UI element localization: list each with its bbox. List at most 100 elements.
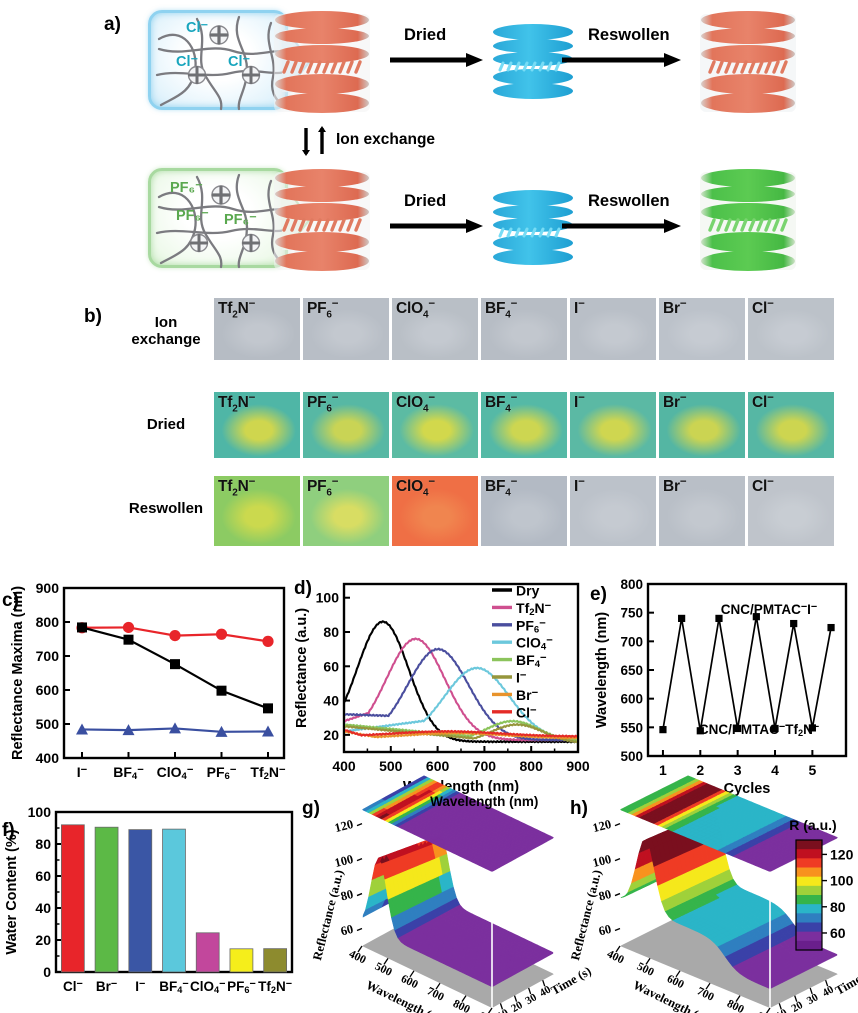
svg-text:Cl−: Cl− [63, 978, 83, 994]
photo-cell: PF6− [303, 392, 389, 458]
photo-cell: Tf2N− [214, 476, 300, 546]
photo-cell-ion-tag: Cl− [752, 476, 774, 496]
arrow-label-reswollen-top: Reswollen [588, 26, 670, 44]
svg-text:0: 0 [43, 964, 51, 980]
photo-cell: Cl− [748, 476, 834, 546]
photo-cell: Br− [659, 476, 745, 546]
svg-text:40: 40 [323, 693, 339, 709]
photo-cell-ion-tag: ClO4− [396, 392, 435, 415]
svg-text:120: 120 [591, 817, 613, 835]
svg-text:120: 120 [830, 846, 854, 862]
svg-text:BF4−: BF4− [516, 652, 547, 671]
panel-g-surface-plot: g) 60 80 100 120 Reflectance (a.u.) 400 500 600… [300, 775, 594, 1013]
chart-g: 60 80 100 120 Reflectance (a.u.) 400 500 600 700… [310, 775, 594, 1013]
svg-text:120: 120 [333, 817, 355, 835]
photo-cell-ion-tag: PF6− [307, 298, 339, 321]
chart-e: 500 550 600 650 700 750 800 1 2 3 4 5 Cycles Waveleng… [594, 577, 848, 797]
svg-text:80: 80 [35, 836, 51, 852]
photo-cell: I− [570, 476, 656, 546]
panel-e-label: e) [590, 584, 607, 605]
svg-text:20: 20 [789, 999, 805, 1013]
svg-text:80: 80 [597, 887, 613, 904]
hydrogel-cylinder-swollen-top [274, 11, 370, 113]
panel-c-label: c) [2, 590, 19, 611]
svg-text:CNC/PMTAC−I−: CNC/PMTAC−I− [721, 601, 817, 617]
svg-text:900: 900 [36, 580, 60, 596]
photo-cell: PF6− [303, 476, 389, 546]
photo-cell: ClO4− [392, 476, 478, 546]
chart-d: 400 500 600 700 800 90020406080100Wavelength … [294, 583, 590, 796]
photo-cell-ion-tag: PF6− [307, 392, 339, 415]
polymer-network-icon [155, 15, 289, 111]
arrow-label-dried-top: Dried [404, 26, 447, 44]
photo-cell: PF6− [303, 298, 389, 360]
chart-f: 0 20 40 60 80 100 Cl− Br− I− BF4− ClO4− PF6− Tf2N− Wa… [4, 804, 294, 995]
svg-text:550: 550 [620, 720, 643, 735]
panel-c-reflectance-maxima: c) 400 500 600 700 800 900 I− BF4− ClO4− PF6− Tf2N… [0, 570, 292, 798]
svg-text:60: 60 [35, 868, 51, 884]
svg-text:40: 40 [35, 900, 51, 916]
panel-h-surface-plot: h) 60 80 100 120 Reflectance (a.u.) 400 500 600… [568, 775, 858, 1013]
svg-text:600: 600 [665, 973, 686, 991]
svg-text:I−: I− [77, 764, 88, 780]
svg-text:ClO4−: ClO4− [157, 764, 194, 783]
svg-text:800: 800 [36, 614, 60, 630]
svg-text:400: 400 [36, 750, 60, 766]
svg-text:60: 60 [830, 925, 846, 941]
svg-text:800: 800 [451, 998, 472, 1013]
svg-text:BF4−: BF4− [159, 978, 188, 995]
ion-label-chloride-1: Cl⁻ [186, 20, 209, 36]
svg-text:500: 500 [379, 758, 403, 774]
svg-text:BF4−: BF4− [113, 764, 144, 783]
photo-cell: Br− [659, 392, 745, 458]
hydrogel-cylinder-reswollen-top [700, 11, 796, 113]
svg-text:30: 30 [805, 991, 821, 1007]
photo-cell: I− [570, 392, 656, 458]
svg-text:Tf2N−: Tf2N− [250, 764, 286, 783]
row-label-reswollen: Reswollen [128, 500, 204, 517]
photo-cell: BF4− [481, 392, 567, 458]
svg-text:800: 800 [520, 758, 544, 774]
hydrogel-cylinder-swollen-bottom [274, 169, 370, 271]
ion-exchange-label: Ion exchange [336, 131, 436, 148]
svg-text:5: 5 [808, 762, 816, 778]
panel-h-label: h) [570, 798, 588, 819]
svg-text:Water Content (%): Water Content (%) [4, 829, 20, 954]
hydrogel-cylinder-dried-top [493, 24, 573, 99]
svg-text:900: 900 [566, 758, 590, 774]
svg-text:700: 700 [36, 648, 60, 664]
panel-a-label: a) [104, 14, 121, 35]
svg-text:700: 700 [473, 758, 497, 774]
arrow-label-reswollen-bottom: Reswollen [588, 192, 670, 210]
panel-g-label: g) [302, 798, 320, 819]
svg-text:Reflectance (a.u.): Reflectance (a.u.) [294, 608, 310, 728]
svg-text:400: 400 [605, 948, 626, 966]
svg-text:CNC/PMTAC−Tf2N−: CNC/PMTAC−Tf2N− [699, 721, 819, 738]
svg-text:1: 1 [659, 762, 667, 778]
ion-sphere-group-2 [189, 185, 261, 253]
panel-a-schematic: a) Cl⁻ Cl⁻ Cl⁻ [0, 0, 858, 288]
svg-text:100: 100 [591, 852, 613, 870]
svg-text:80: 80 [830, 899, 846, 915]
svg-text:800: 800 [725, 998, 746, 1013]
photo-cell: Tf2N− [214, 298, 300, 360]
svg-text:600: 600 [399, 973, 420, 991]
svg-text:20: 20 [35, 932, 51, 948]
photo-cell-ion-tag: Tf2N− [218, 476, 256, 499]
photo-cell-ion-tag: I− [574, 476, 585, 496]
svg-text:Reflectance (a.u.): Reflectance (a.u.) [568, 868, 604, 961]
svg-text:700: 700 [695, 985, 716, 1003]
svg-text:600: 600 [426, 758, 450, 774]
photo-cell: ClO4− [392, 392, 478, 458]
svg-text:Wavelength (nm): Wavelength (nm) [594, 612, 610, 728]
svg-text:PF6−: PF6− [516, 617, 546, 636]
svg-text:30: 30 [523, 991, 539, 1007]
svg-text:60: 60 [339, 922, 355, 939]
svg-text:Cl−: Cl− [516, 704, 537, 720]
svg-text:PF6−: PF6− [207, 764, 237, 783]
svg-text:ClO4−: ClO4− [516, 634, 553, 653]
svg-text:500: 500 [635, 961, 656, 979]
svg-text:ClO4−: ClO4− [190, 978, 225, 995]
svg-text:Br−: Br− [96, 978, 117, 994]
svg-text:80: 80 [339, 887, 355, 904]
